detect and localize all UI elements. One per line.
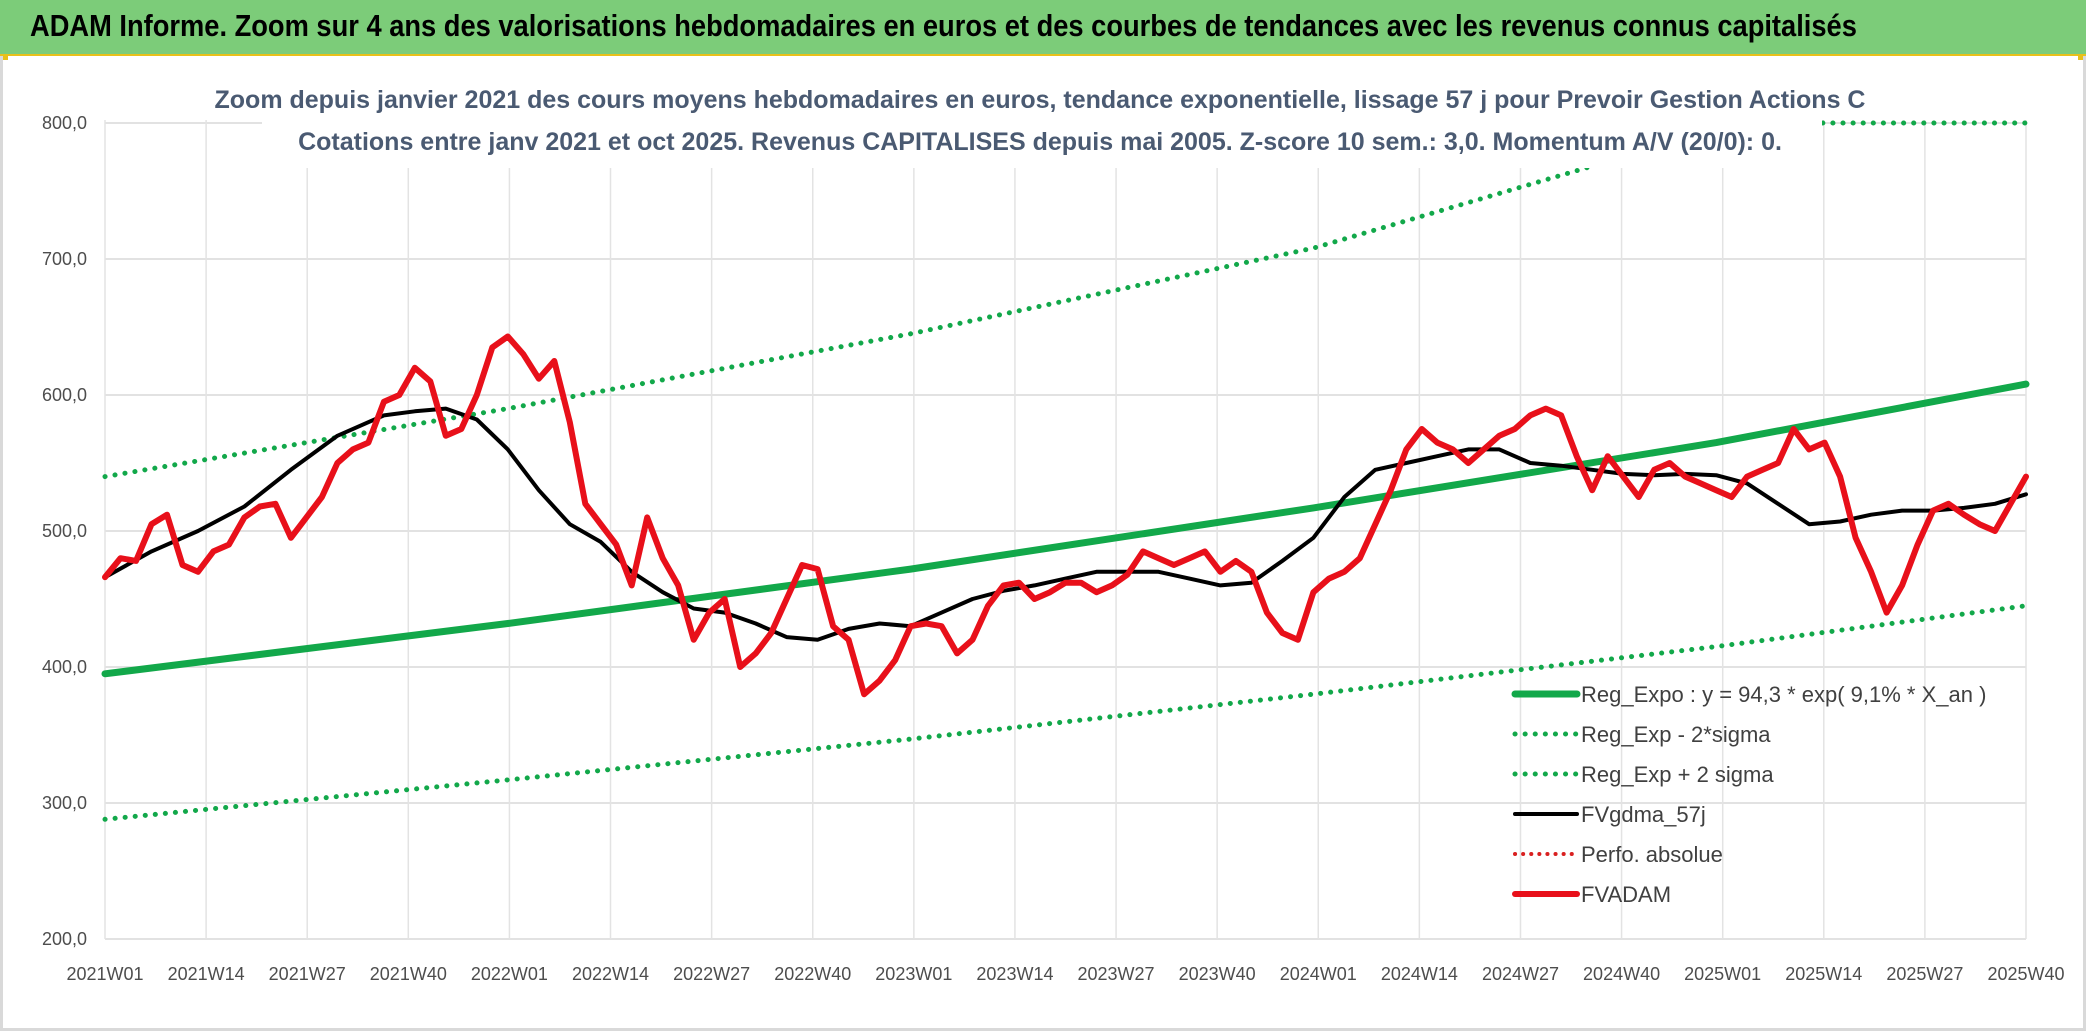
chart-title-box: Zoom depuis janvier 2021 des cours moyen… (215, 80, 1866, 168)
series-reg-exp-2-sigma (102, 120, 2029, 480)
legend-label: FVgdma_57j (1581, 802, 1706, 827)
y-tick-label: 700,0 (42, 249, 87, 269)
y-tick-label: 400,0 (42, 657, 87, 677)
legend: Reg_Expo : y = 94,3 * exp( 9,1% * X_an )… (1511, 682, 1986, 907)
gridlines (104, 120, 2027, 940)
legend-label: Reg_Exp + 2 sigma (1581, 762, 1774, 787)
x-tick-label: 2025W14 (1785, 964, 1862, 984)
x-tick-label: 2023W14 (976, 964, 1053, 984)
report-title: ADAM Informe. Zoom sur 4 ans des valoris… (30, 8, 1857, 43)
y-tick-label: 500,0 (42, 521, 87, 541)
y-tick-label: 300,0 (42, 793, 87, 813)
y-axis-ticks: 200,0 300,0 400,0 500,0 600,0 700,0 800,0 (42, 113, 87, 949)
x-tick-label: 2024W40 (1583, 964, 1660, 984)
series-group (101, 120, 2030, 822)
legend-label: Reg_Expo : y = 94,3 * exp( 9,1% * X_an ) (1581, 682, 1986, 707)
x-tick-label: 2025W01 (1684, 964, 1761, 984)
x-tick-label: 2022W40 (774, 964, 851, 984)
x-tick-label: 2024W27 (1482, 964, 1559, 984)
y-tick-label: 200,0 (42, 929, 87, 949)
banner-corner-right (2078, 54, 2086, 60)
y-tick-label: 600,0 (42, 385, 87, 405)
x-tick-label: 2025W27 (1886, 964, 1963, 984)
x-tick-label: 2021W27 (269, 964, 346, 984)
title-background (262, 80, 1822, 168)
chart-frame (0, 56, 2086, 1031)
legend-label: FVADAM (1581, 882, 1671, 907)
x-tick-label: 2024W14 (1381, 964, 1458, 984)
y-tick-label: 800,0 (42, 113, 87, 133)
x-tick-label: 2021W40 (370, 964, 447, 984)
series-fvadam (102, 333, 2029, 698)
x-axis-ticks: 2021W01 2021W14 2021W27 2021W40 2022W01 2022W… (66, 964, 2064, 984)
legend-label: Perfo. absolue (1581, 842, 1723, 867)
x-tick-label: 2021W14 (168, 964, 245, 984)
x-tick-label: 2023W01 (875, 964, 952, 984)
series-fvgdma-57j (103, 406, 2028, 642)
x-tick-label: 2022W01 (471, 964, 548, 984)
banner-corner-left (0, 54, 8, 60)
x-tick-label: 2022W14 (572, 964, 649, 984)
x-tick-label: 2023W27 (1078, 964, 1155, 984)
report-banner: ADAM Informe. Zoom sur 4 ans des valoris… (0, 0, 2086, 56)
series-reg-expo (101, 380, 2030, 678)
legend-label: Reg_Exp - 2*sigma (1581, 722, 1771, 747)
x-tick-label: 2023W40 (1179, 964, 1256, 984)
x-tick-label: 2025W40 (1987, 964, 2064, 984)
x-tick-label: 2024W01 (1280, 964, 1357, 984)
chart-title-line-1: Zoom depuis janvier 2021 des cours moyen… (215, 86, 1866, 114)
chart-title-line-2: Cotations entre janv 2021 et oct 2025. R… (298, 128, 1782, 156)
x-tick-label: 2021W01 (66, 964, 143, 984)
series-reg-exp-2-sigma (102, 603, 2029, 822)
x-tick-label: 2022W27 (673, 964, 750, 984)
